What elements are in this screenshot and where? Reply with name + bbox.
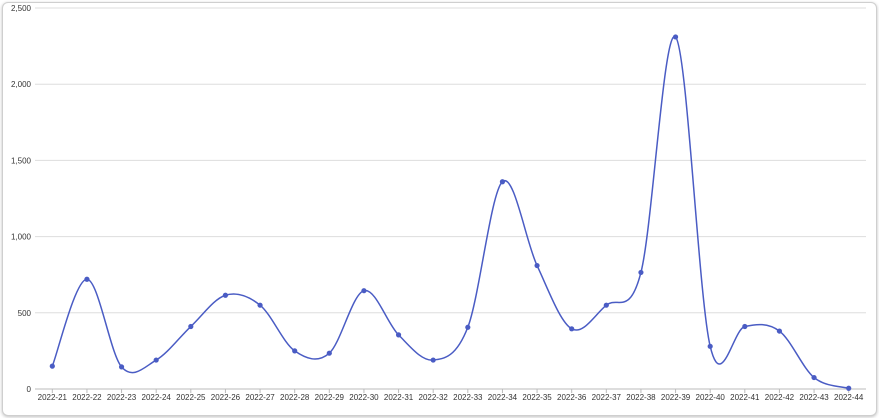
data-point-2022-21[interactable] — [49, 363, 55, 369]
data-point-2022-39[interactable] — [672, 34, 679, 40]
data-point-2022-41[interactable] — [742, 323, 748, 330]
x-tick-label: 2022-42 — [765, 393, 795, 402]
data-point-2022-23[interactable] — [118, 364, 125, 370]
grid-lines — [35, 7, 866, 390]
y-tick-label: 2,500 — [11, 4, 32, 13]
x-tick-label: 2022-25 — [176, 393, 206, 402]
x-tick-label: 2022-24 — [142, 393, 172, 402]
x-tick-label: 2022-33 — [453, 393, 483, 402]
y-tick-label: 500 — [18, 309, 32, 318]
data-point-2022-40[interactable] — [707, 343, 713, 349]
x-tick-label: 2022-28 — [280, 393, 310, 402]
x-tick-label: 2022-22 — [72, 393, 102, 402]
y-tick-label: 1,000 — [11, 233, 32, 242]
x-tick-label: 2022-30 — [349, 393, 379, 402]
x-tick-label: 2022-34 — [488, 393, 518, 402]
data-point-2022-34[interactable] — [499, 179, 506, 185]
x-tick-label: 2022-44 — [834, 393, 864, 402]
x-tick-label: 2022-26 — [211, 393, 241, 402]
data-point-2022-42[interactable] — [776, 328, 783, 334]
data-point-2022-35[interactable] — [534, 262, 540, 269]
data-point-2022-30[interactable] — [361, 288, 367, 294]
x-tick-label: 2022-29 — [315, 393, 345, 402]
y-tick-label: 1,500 — [11, 156, 32, 165]
x-tick-label: 2022-21 — [38, 393, 68, 402]
data-point-2022-44[interactable] — [846, 385, 852, 391]
x-tick-label: 2022-31 — [384, 393, 414, 402]
data-point-2022-25[interactable] — [188, 323, 194, 330]
data-point-2022-43[interactable] — [811, 374, 817, 381]
data-point-2022-33[interactable] — [465, 324, 471, 330]
y-axis-ticks: 0 500 1,000 1,500 2,000 2,500 — [11, 4, 32, 394]
data-point-2022-31[interactable] — [395, 332, 402, 338]
y-tick-label: 0 — [27, 385, 32, 394]
x-axis-ticks: 2022-21 2022-22 2022-23 2022-24 2022-25 2022-… — [38, 389, 864, 402]
data-point-2022-22[interactable] — [84, 276, 90, 282]
data-point-2022-29[interactable] — [326, 350, 332, 356]
data-point-2022-24[interactable] — [153, 357, 159, 363]
data-point-2022-37[interactable] — [603, 302, 609, 308]
x-tick-label: 2022-32 — [419, 393, 449, 402]
data-point-2022-32[interactable] — [430, 357, 436, 363]
x-tick-label: 2022-23 — [107, 393, 137, 402]
data-points — [49, 34, 852, 391]
series-line-0 — [51, 36, 849, 389]
x-tick-label: 2022-40 — [696, 393, 726, 402]
data-point-2022-38[interactable] — [638, 269, 644, 276]
x-tick-label: 2022-38 — [626, 393, 656, 402]
data-point-2022-27[interactable] — [257, 302, 263, 308]
data-point-2022-26[interactable] — [222, 292, 229, 298]
x-tick-label: 2022-36 — [557, 393, 587, 402]
data-point-2022-36[interactable] — [569, 326, 575, 332]
y-tick-label: 2,000 — [11, 80, 32, 89]
x-tick-label: 2022-41 — [730, 393, 760, 402]
series-layer — [51, 36, 849, 389]
data-point-2022-28[interactable] — [292, 348, 298, 354]
x-tick-label: 2022-27 — [245, 393, 275, 402]
x-tick-label: 2022-43 — [799, 393, 829, 402]
x-tick-label: 2022-35 — [522, 393, 552, 402]
x-tick-label: 2022-37 — [592, 393, 622, 402]
x-tick-label: 2022-39 — [661, 393, 691, 402]
